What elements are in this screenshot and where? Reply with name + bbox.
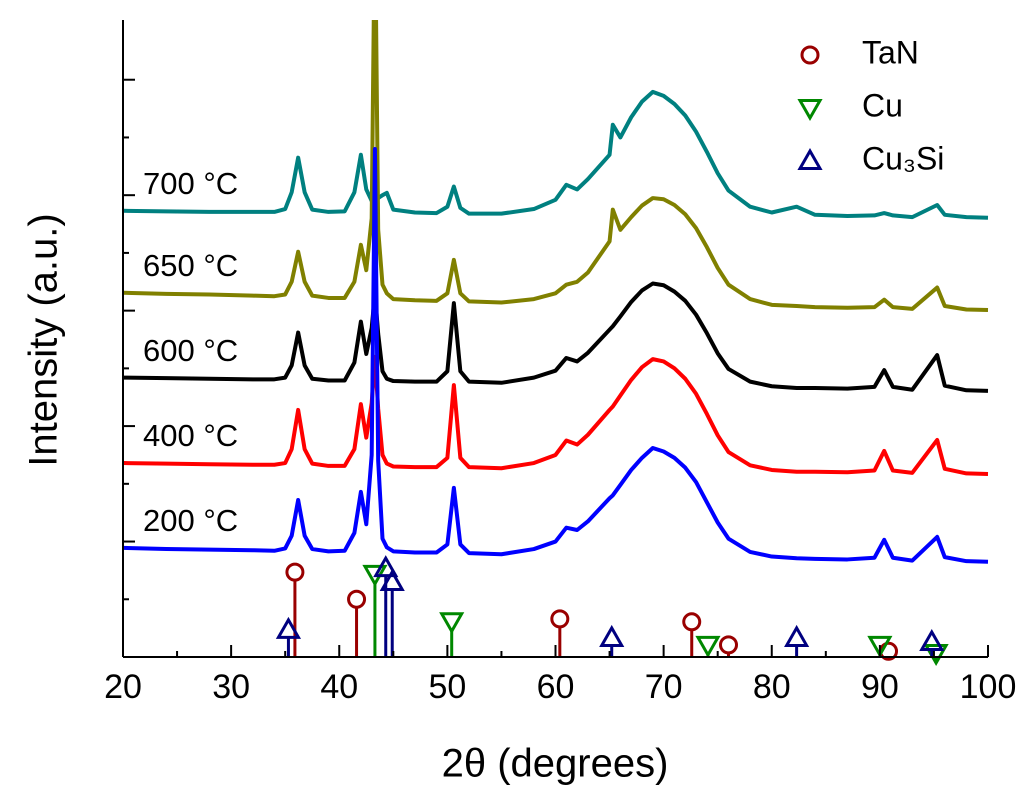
reference-marker: [682, 612, 702, 632]
x-tick-label: 90: [861, 668, 899, 706]
data-line: [123, 354, 989, 476]
reference-patterns: [275, 555, 949, 666]
series-label: 600 °C: [143, 333, 238, 368]
series-label: 650 °C: [143, 248, 238, 283]
data-line: [123, 89, 989, 220]
x-tick-label: 50: [428, 668, 466, 706]
legend-marker: [800, 45, 820, 65]
reference-marker: [285, 562, 305, 582]
x-tick-label: 70: [645, 668, 683, 706]
x-axis-title: 2θ (degrees): [442, 742, 669, 786]
x-tick-label: 40: [320, 668, 358, 706]
x-tick-label: 30: [212, 668, 250, 706]
x-tick-label: 20: [104, 668, 142, 706]
reference-marker: [695, 635, 721, 658]
reference-marker: [275, 616, 302, 639]
plot-area: [123, 20, 989, 564]
reference-marker: [599, 624, 625, 647]
reference-marker: [439, 612, 465, 635]
reference-marker: [719, 635, 738, 655]
reference-marker: [373, 555, 399, 578]
series-label: 200 °C: [143, 503, 238, 538]
reference-marker: [347, 589, 367, 609]
x-tick-label: 60: [537, 668, 575, 706]
series-label: 700 °C: [143, 166, 238, 201]
reference-marker: [379, 568, 405, 591]
data-line: [123, 20, 989, 313]
x-tick-label: 100: [960, 668, 1017, 706]
reference-marker: [784, 624, 810, 647]
legend-marker: [797, 147, 823, 170]
reference-marker: [550, 609, 570, 629]
legend-marker: [797, 99, 823, 122]
series-label: 400 °C: [143, 418, 238, 453]
legend-label: TaN: [862, 34, 919, 70]
y-axis-title: Intensity (a.u.): [22, 213, 66, 466]
data-line: [123, 281, 989, 393]
data-line: [123, 147, 989, 564]
x-tick-label: 80: [753, 668, 791, 706]
reference-marker: [919, 628, 945, 651]
reference-marker: [867, 635, 893, 658]
legend-label: Cu: [862, 87, 903, 123]
legend-label: Cu₃Si: [862, 140, 944, 176]
